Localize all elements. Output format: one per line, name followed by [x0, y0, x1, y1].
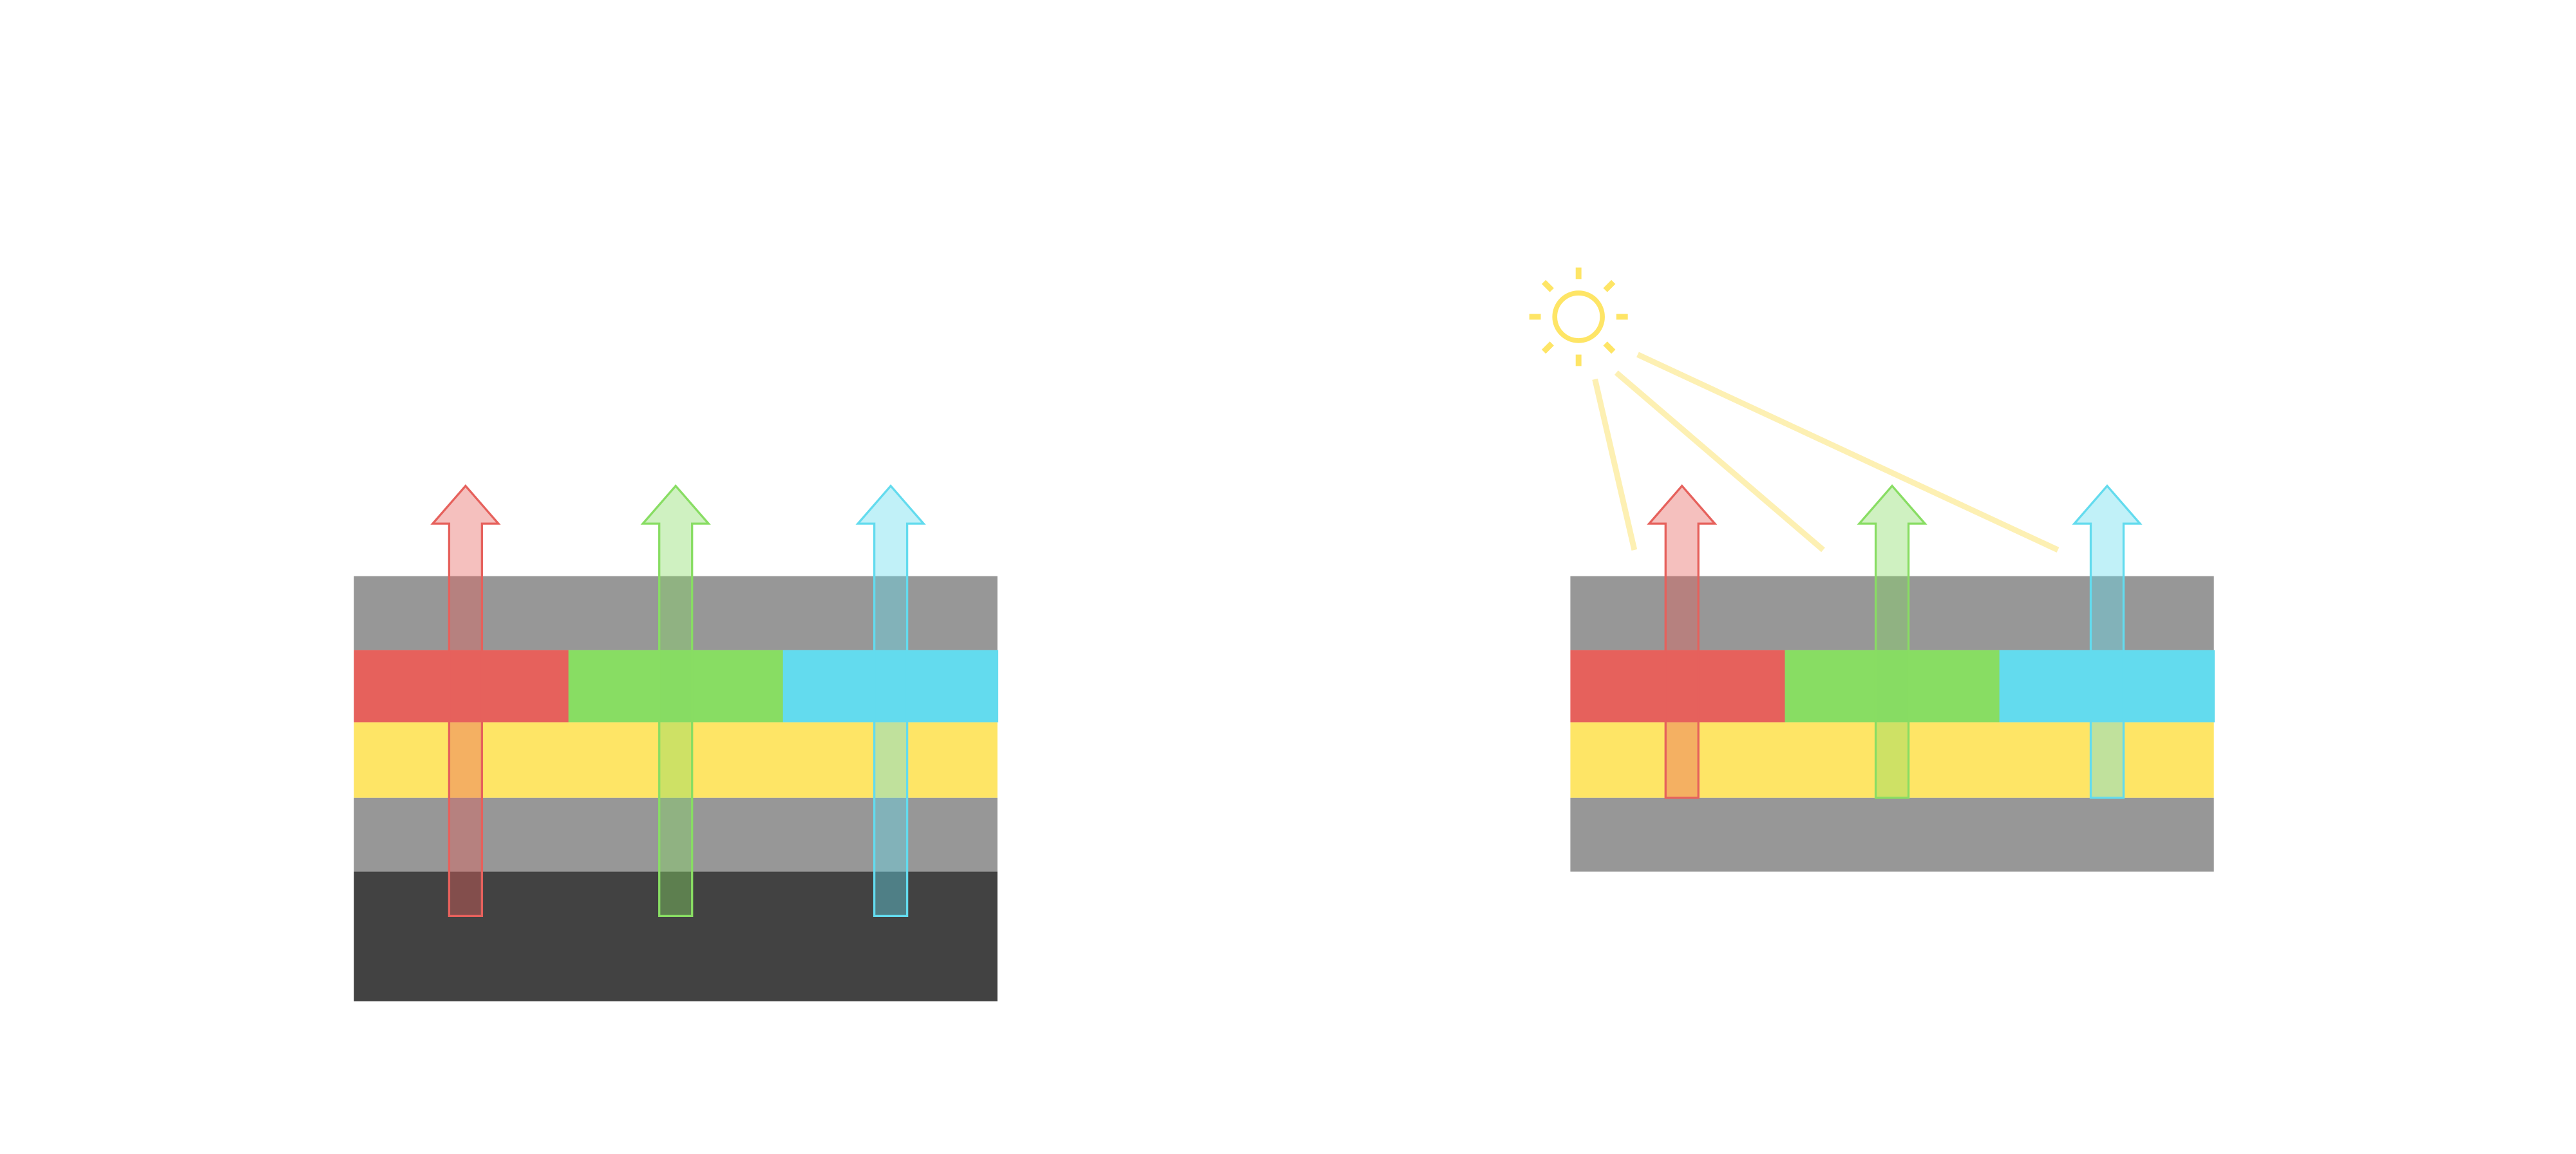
- red-up-arrow-icon: [1647, 484, 1718, 799]
- green-subpixel-layer: [1785, 650, 2000, 723]
- cyan-up-arrow-icon: [855, 484, 926, 918]
- gray-layer: [354, 797, 998, 872]
- sun-ray: [1541, 341, 1554, 354]
- gray-layer: [1570, 576, 2214, 650]
- sun-ray: [1541, 279, 1554, 292]
- yellow-layer: [354, 722, 998, 798]
- dark-layer: [354, 871, 998, 1001]
- red-up-arrow-icon: [430, 484, 501, 918]
- gray-layer: [1570, 797, 2214, 872]
- gray-layer: [354, 576, 998, 650]
- red-subpixel-layer: [1570, 650, 1786, 723]
- sun-disc: [1552, 290, 1605, 343]
- sun-ray: [1603, 341, 1616, 354]
- sun-ray: [1603, 279, 1616, 292]
- sun-icon: [1529, 267, 1628, 366]
- left-stack-diagram: [354, 484, 999, 1001]
- light-beam: [1592, 378, 1638, 551]
- yellow-layer: [1570, 722, 2214, 798]
- cyan-up-arrow-icon: [2072, 484, 2143, 799]
- green-up-arrow-icon: [1857, 484, 1927, 799]
- red-subpixel-layer: [354, 650, 569, 723]
- cyan-subpixel-layer: [1999, 650, 2215, 723]
- right-stack-diagram: [1529, 267, 2215, 872]
- light-beam: [1636, 352, 2060, 553]
- light-beam: [1614, 370, 1825, 553]
- green-subpixel-layer: [568, 650, 784, 723]
- green-up-arrow-icon: [640, 484, 711, 918]
- cyan-subpixel-layer: [782, 650, 999, 723]
